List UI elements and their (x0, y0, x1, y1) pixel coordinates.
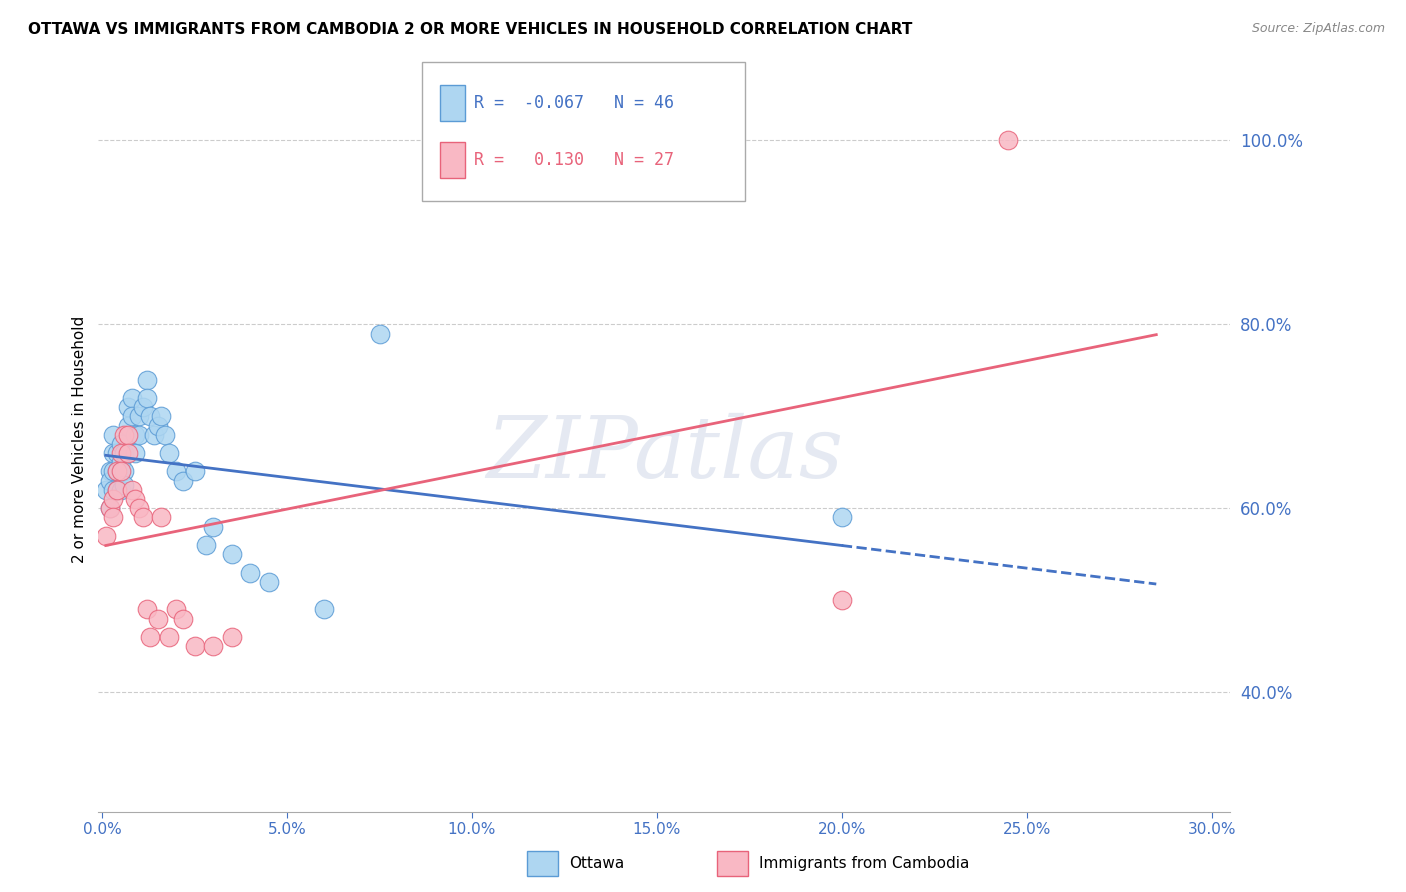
Point (128, 427, 150, 442)
Point (146, 612, 169, 626)
Point (312, 602, 335, 616)
Point (368, 326, 391, 341)
Point (202, 519, 225, 533)
Point (117, 418, 139, 433)
Point (105, 483, 128, 497)
Point (257, 574, 280, 589)
Point (110, 446, 132, 460)
Point (142, 427, 165, 442)
Point (112, 478, 135, 492)
Point (124, 427, 146, 442)
Point (105, 446, 128, 460)
Point (997, 133, 1019, 147)
Point (110, 465, 132, 479)
Point (183, 639, 205, 653)
Point (103, 510, 125, 524)
Point (173, 474, 195, 488)
Text: R =  -0.067   N = 46: R = -0.067 N = 46 (474, 95, 673, 112)
Point (103, 492, 125, 507)
Point (221, 547, 243, 561)
Point (165, 602, 187, 616)
Point (831, 510, 853, 524)
Point (112, 427, 135, 442)
Point (94, 483, 117, 497)
Point (121, 409, 143, 424)
Point (98, 474, 121, 488)
Point (105, 465, 128, 479)
Point (112, 465, 135, 479)
Point (150, 409, 173, 424)
Text: ZIPatlas: ZIPatlas (485, 413, 844, 496)
Text: Source: ZipAtlas.com: Source: ZipAtlas.com (1251, 22, 1385, 36)
Point (110, 437, 132, 451)
Point (110, 465, 132, 479)
Point (183, 465, 205, 479)
Point (105, 465, 128, 479)
Point (173, 612, 195, 626)
Point (139, 630, 162, 644)
Text: Immigrants from Cambodia: Immigrants from Cambodia (759, 856, 970, 871)
Point (128, 501, 150, 516)
Point (112, 446, 135, 460)
Point (103, 427, 125, 442)
Point (98, 501, 121, 516)
Point (165, 465, 187, 479)
Point (239, 566, 262, 580)
Point (124, 446, 146, 460)
Text: Ottawa: Ottawa (569, 856, 624, 871)
Text: R =   0.130   N = 27: R = 0.130 N = 27 (474, 151, 673, 169)
Point (117, 400, 139, 414)
Point (132, 510, 155, 524)
Point (135, 602, 157, 616)
Point (98, 501, 121, 516)
Point (117, 427, 139, 442)
Point (103, 465, 125, 479)
Point (103, 446, 125, 460)
Point (157, 630, 180, 644)
Point (194, 538, 217, 552)
Point (139, 409, 162, 424)
Y-axis label: 2 or more Vehicles in Household: 2 or more Vehicles in Household (72, 316, 87, 563)
Point (110, 483, 132, 497)
Point (98, 465, 121, 479)
Point (135, 372, 157, 386)
Point (831, 593, 853, 607)
Point (121, 391, 143, 405)
Point (103, 483, 125, 497)
Point (157, 446, 180, 460)
Point (124, 492, 146, 507)
Point (135, 391, 157, 405)
Point (150, 510, 173, 524)
Point (202, 639, 225, 653)
Point (121, 483, 143, 497)
Point (132, 400, 155, 414)
Point (128, 409, 150, 424)
Point (146, 418, 169, 433)
Point (117, 446, 139, 460)
Point (105, 483, 128, 497)
Point (153, 427, 176, 442)
Point (110, 455, 132, 469)
Point (94, 529, 117, 543)
Text: OTTAWA VS IMMIGRANTS FROM CAMBODIA 2 OR MORE VEHICLES IN HOUSEHOLD CORRELATION C: OTTAWA VS IMMIGRANTS FROM CAMBODIA 2 OR … (28, 22, 912, 37)
Point (221, 630, 243, 644)
